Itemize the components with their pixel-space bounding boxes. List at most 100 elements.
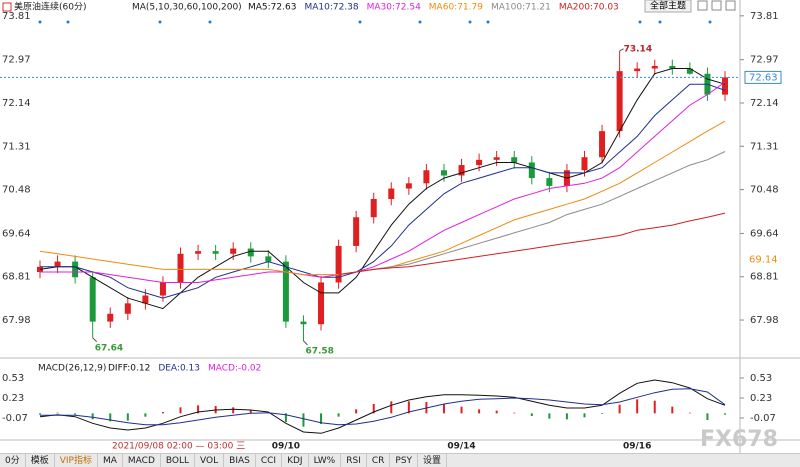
legend-entry: MA10:72.38 xyxy=(304,3,358,13)
toolbar-item[interactable]: BOLL xyxy=(161,454,196,467)
x-tick-label: 09/10 xyxy=(272,442,300,452)
candle-body xyxy=(458,165,465,176)
candle-body xyxy=(616,71,623,132)
candle-body xyxy=(440,170,447,176)
toolbar-item[interactable]: BIAS xyxy=(224,454,256,467)
candle-body xyxy=(142,295,149,304)
chart-title: 美原油连续(60分) xyxy=(14,1,86,13)
candle-body xyxy=(230,248,237,254)
candle-body xyxy=(686,68,693,74)
candle-body xyxy=(669,65,676,69)
x-tick-label: 09/16 xyxy=(623,442,651,452)
candle-body xyxy=(405,183,412,189)
candle-body xyxy=(282,261,289,322)
candle-body xyxy=(388,188,395,199)
legend-entry: MA200:70.03 xyxy=(559,3,619,13)
candle-body xyxy=(37,266,43,273)
toolbar-item[interactable]: CR xyxy=(367,454,391,467)
candle-body xyxy=(124,303,131,314)
macd-title: MACD(26,12,9) xyxy=(38,364,106,374)
y-tick-label: 73.81 xyxy=(750,11,779,22)
y-tick-label: 70.48 xyxy=(750,185,779,196)
toolbar-item[interactable]: RSI xyxy=(341,454,367,467)
toolbar: 0分 模板 VIP指标 MA MACD BOLL VOL BIAS CCI KDJ LW% RSI CR… xyxy=(0,453,800,467)
chart: 全部主题 FX678 73.81 73.81 72.97 72.97 72.14 72.1… xyxy=(0,0,800,453)
legend-entry: MA30:72.54 xyxy=(367,3,421,13)
toolbar-item[interactable]: MA xyxy=(98,454,123,467)
toolbar-item[interactable]: VIP指标 xyxy=(55,454,98,467)
low-annotation: 67.64 xyxy=(95,343,123,353)
candle-body xyxy=(511,157,518,163)
candle-body xyxy=(651,65,658,69)
y-tick-label: 70.48 xyxy=(2,185,31,196)
toolbar-item[interactable]: CCI xyxy=(256,454,283,467)
y-tick-label: 67.98 xyxy=(750,315,779,326)
line xyxy=(40,388,726,426)
candle-body xyxy=(72,261,79,278)
candle-body xyxy=(353,217,360,246)
low-annotation: 67.58 xyxy=(305,346,333,356)
candle-body xyxy=(493,157,500,160)
y-tick-label: 68.81 xyxy=(2,272,31,283)
legend-entry: MA5:72.63 xyxy=(248,3,296,13)
annotation-tick xyxy=(303,340,308,346)
toolbar-item[interactable]: PSY xyxy=(390,454,419,467)
candle-body xyxy=(89,277,96,322)
candle-body xyxy=(634,68,641,72)
toolbar-item[interactable]: MACD xyxy=(123,454,161,467)
candle-body xyxy=(265,256,272,262)
y-tick-label: 73.81 xyxy=(2,11,31,22)
legend-entry: MA60:71.79 xyxy=(429,3,483,13)
toolbar-item[interactable]: VOL xyxy=(195,454,225,467)
theme-button-label[interactable]: 全部主题 xyxy=(650,0,686,12)
candle-body xyxy=(335,245,342,283)
icon[interactable] xyxy=(725,0,736,11)
toolbar-item[interactable]: 模板 xyxy=(26,454,55,467)
annotation-tick xyxy=(92,337,98,343)
y-tick-label: 72.14 xyxy=(750,98,779,109)
legend-entry: MA100:71.21 xyxy=(491,3,551,13)
candle-body xyxy=(195,251,202,254)
macd-legend: MACD:-0.02 xyxy=(208,364,261,374)
toolbar-item[interactable]: 0分 xyxy=(0,454,26,467)
candle-body xyxy=(247,248,254,257)
candle-body xyxy=(159,282,166,296)
crosshair-label: 2021/09/08 02:00 — 03:00 三 xyxy=(112,442,245,452)
toolbar-item[interactable]: 设置 xyxy=(418,454,448,467)
macd-legend: DIFF:0.12 xyxy=(108,364,150,374)
candle-body xyxy=(177,253,184,283)
candle-body xyxy=(107,313,114,322)
candle-body xyxy=(370,198,377,218)
annotation-tick xyxy=(619,48,624,52)
y-tick-label: 0.23 xyxy=(750,393,772,404)
icon[interactable] xyxy=(697,0,708,11)
candle-body xyxy=(212,251,219,254)
line xyxy=(39,379,726,434)
candle-body xyxy=(599,131,606,158)
theme-button[interactable] xyxy=(644,0,692,13)
toolbar-item[interactable]: KDJ xyxy=(282,454,309,467)
macd-legend: DEA:0.13 xyxy=(158,364,200,374)
y-tick-label: 0.53 xyxy=(2,373,24,384)
toolbar-item[interactable]: LW% xyxy=(309,454,342,467)
candle-body xyxy=(54,261,61,267)
y-tick-label: 72.97 xyxy=(750,55,779,66)
y-tick-label: 72.97 xyxy=(2,55,31,66)
y-tick-label: -0.07 xyxy=(2,413,28,424)
y-tick-label: 67.98 xyxy=(2,315,31,326)
candle-body xyxy=(546,178,553,186)
line xyxy=(338,212,726,276)
line xyxy=(338,151,726,276)
candle-body xyxy=(581,157,588,171)
ma-title: MA(5,10,30,60,100,200) xyxy=(132,3,242,13)
y-tick-label: 0.23 xyxy=(2,393,24,404)
price-label: 72.63 xyxy=(749,72,778,83)
line xyxy=(39,68,726,310)
y-tick-label: 71.31 xyxy=(750,141,779,152)
y-tick-label: 69.64 xyxy=(2,228,31,239)
line xyxy=(40,81,726,283)
icon[interactable] xyxy=(711,0,722,11)
candle-body xyxy=(722,77,728,95)
y-tick-label: 0.53 xyxy=(750,373,772,384)
